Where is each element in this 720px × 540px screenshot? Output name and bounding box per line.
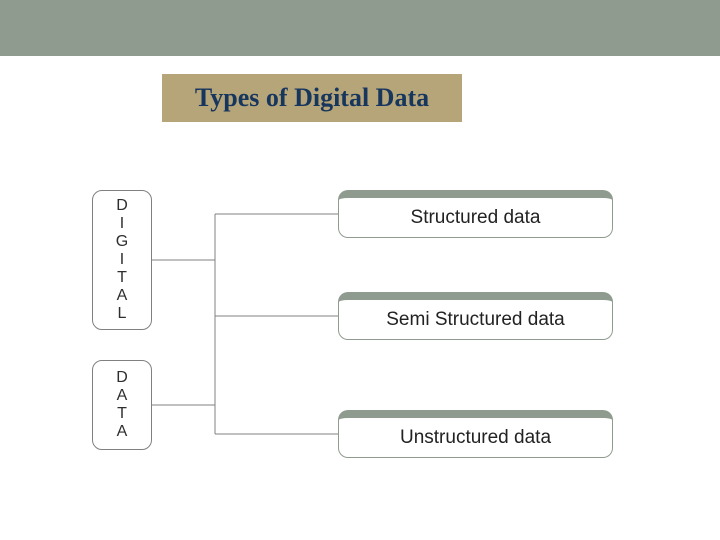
vertical-letter: D [116, 197, 128, 215]
left-box-data: DATA [92, 360, 152, 450]
right-box-label: Structured data [411, 207, 541, 229]
left-box-digital: DIGITAL [92, 190, 152, 330]
right-box-unstructured: Unstructured data [338, 410, 613, 458]
page-title-text: Types of Digital Data [195, 83, 429, 113]
right-box-semi-structured: Semi Structured data [338, 292, 613, 340]
top-bar [0, 0, 720, 56]
right-box-label: Unstructured data [400, 427, 551, 449]
vertical-letter: I [120, 251, 124, 269]
vertical-letter: I [120, 215, 124, 233]
vertical-letter: G [116, 233, 128, 251]
right-box-label: Semi Structured data [386, 309, 564, 331]
vertical-letter: L [118, 305, 127, 323]
vertical-letter: T [117, 405, 127, 423]
vertical-letter: D [116, 369, 128, 387]
vertical-letter: A [117, 423, 128, 441]
page-title: Types of Digital Data [162, 74, 462, 122]
right-box-structured: Structured data [338, 190, 613, 238]
vertical-letter: A [117, 287, 128, 305]
vertical-letter: T [117, 269, 127, 287]
vertical-letter: A [117, 387, 128, 405]
